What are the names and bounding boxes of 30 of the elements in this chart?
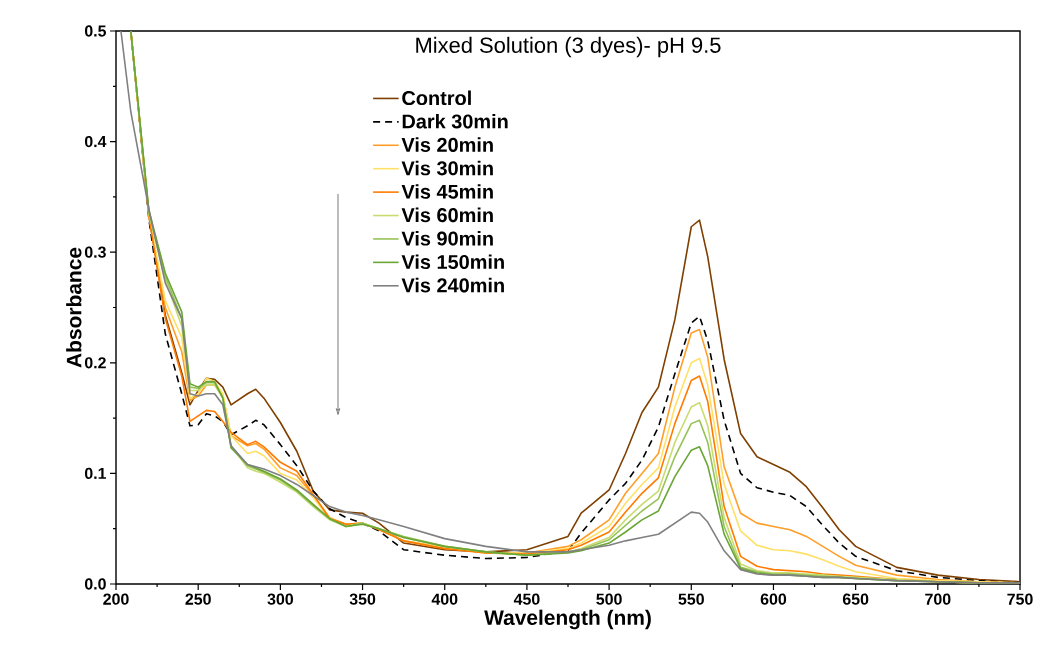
x-tick-label: 500 [596,593,622,605]
y-tick-label: 0.5 [84,25,107,37]
x-tick-label: 200 [103,593,129,605]
legend-label: Control [402,90,471,106]
x-axis-title: Wavelength (nm) [484,609,651,630]
x-tick-label: 650 [842,593,869,605]
y-tick-label: 0.3 [84,246,106,258]
legend-label: Vis 60min [401,207,493,223]
x-tick-label: 450 [513,593,540,605]
x-tick-label: 600 [760,593,787,605]
legend-label: Dark 30min [402,113,508,129]
chart-title: Mixed Solution (3 dyes)- pH 9.5 [416,36,721,58]
legend-label: Vis 150min [401,254,504,270]
y-tick-label: 0.1 [84,467,107,480]
x-tick-label: 400 [431,593,458,605]
legend-label: Vis 240min [401,277,504,293]
legend-label: Vis 30min [401,160,493,176]
legend-label: Vis 45min [401,184,493,199]
x-tick-label: 300 [267,593,293,605]
x-tick-label: 700 [925,593,951,605]
y-axis-title: Absorbance [66,247,82,368]
y-tick-label: 0.0 [84,578,106,590]
legend-label: Vis 20min [401,137,493,152]
y-tick-label: 0.4 [84,135,107,148]
x-tick-label: 550 [678,593,704,605]
x-tick-label: 350 [349,593,376,605]
x-tick-label: 250 [185,593,211,605]
x-tick-label: 750 [1007,593,1033,605]
legend-label: Vis 90min [401,230,493,246]
y-tick-label: 0.2 [84,357,106,369]
